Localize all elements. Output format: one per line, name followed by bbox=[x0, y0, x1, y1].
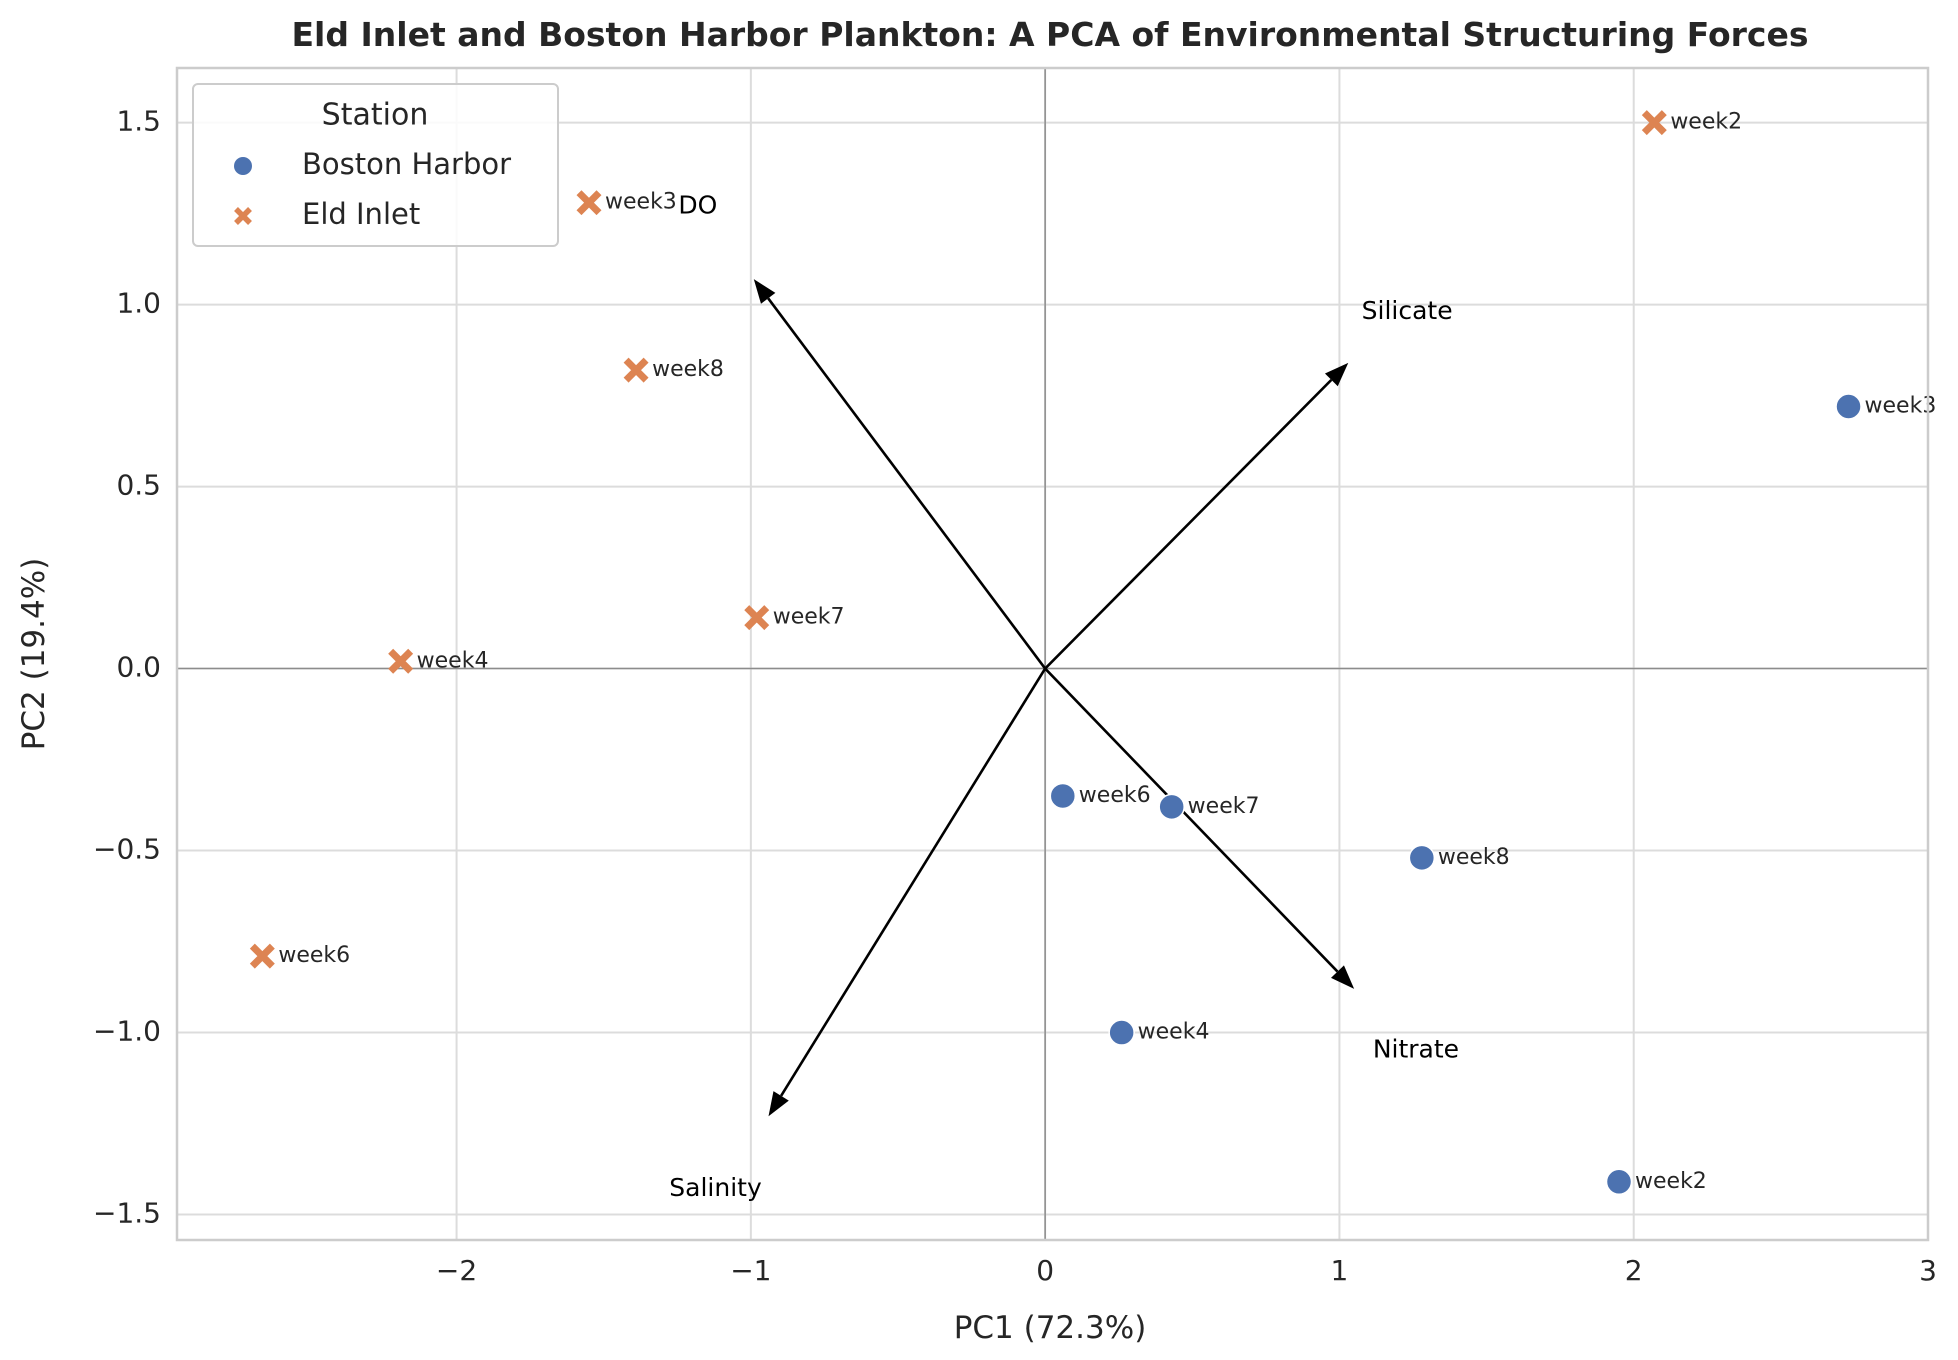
loading-arrow-shaft bbox=[780, 667, 1047, 1097]
point-label: week7 bbox=[1188, 794, 1260, 819]
data-point-circle bbox=[1158, 793, 1185, 821]
y-tick-label: 1.5 bbox=[116, 105, 161, 138]
loading-arrow-head bbox=[1324, 362, 1349, 387]
loading-arrow-head bbox=[1331, 965, 1355, 989]
y-tick-label: 1.0 bbox=[116, 287, 161, 320]
point-label: week3 bbox=[605, 190, 677, 215]
loading-arrow-head bbox=[753, 279, 776, 304]
y-tick-label: −1.5 bbox=[93, 1197, 161, 1230]
point-label: week6 bbox=[278, 943, 350, 968]
point-label: week4 bbox=[1138, 1020, 1210, 1045]
y-tick-label: −1.0 bbox=[93, 1015, 161, 1048]
y-tick-label: 0.5 bbox=[116, 469, 161, 502]
point-label: week8 bbox=[652, 357, 724, 382]
series-eld-inlet: week2 week3 week4 week6 week7 week8 bbox=[249, 110, 1742, 969]
data-point-x bbox=[744, 605, 770, 631]
y-axis-label: PC2 (19.4%) bbox=[16, 558, 52, 751]
loading-arrow-shaft bbox=[1044, 378, 1333, 670]
x-tick-label: 3 bbox=[1919, 1254, 1937, 1287]
x-axis-label: PC1 (72.3%) bbox=[954, 1310, 1147, 1346]
data-point-x bbox=[623, 357, 649, 383]
legend: Station Boston Harbor Eld Inlet bbox=[192, 83, 559, 247]
point-label: week2 bbox=[1670, 110, 1742, 135]
loading-arrow-do: DO bbox=[678, 190, 1047, 670]
data-point-circle bbox=[1835, 393, 1862, 420]
loading-arrow-shaft bbox=[767, 297, 1047, 670]
legend-title: Station bbox=[322, 98, 429, 133]
loading-label: Salinity bbox=[669, 1173, 762, 1202]
legend-marker-x bbox=[234, 207, 252, 225]
legend-box bbox=[192, 83, 559, 247]
loading-label: Silicate bbox=[1362, 296, 1453, 325]
loading-arrow-salinity: Salinity bbox=[669, 667, 1047, 1202]
data-point-circle bbox=[1605, 1168, 1633, 1196]
loading-label: Nitrate bbox=[1373, 1035, 1459, 1064]
plot-frame bbox=[175, 66, 1930, 1242]
y-tick-label: 0.0 bbox=[116, 651, 161, 684]
loading-label: DO bbox=[678, 190, 717, 219]
legend-entry-label: Eld Inlet bbox=[302, 197, 420, 231]
data-point-circle bbox=[1408, 844, 1436, 872]
loading-arrow-shaft bbox=[1044, 667, 1339, 973]
series-boston-harbor: week2 week3 week4 week6 week7 week8 bbox=[1049, 393, 1937, 1196]
data-point-x bbox=[576, 190, 602, 216]
x-tick-label: 2 bbox=[1625, 1254, 1643, 1287]
x-tick-label: −2 bbox=[436, 1254, 477, 1287]
point-label: week8 bbox=[1438, 845, 1510, 870]
x-tick-label: 0 bbox=[1036, 1254, 1054, 1287]
data-point-circle bbox=[1049, 782, 1077, 810]
point-label: week3 bbox=[1865, 393, 1937, 418]
point-label: week4 bbox=[417, 648, 489, 673]
x-tick-label: −1 bbox=[730, 1254, 771, 1287]
x-tick-label: 1 bbox=[1331, 1254, 1349, 1287]
point-label: week7 bbox=[773, 605, 845, 630]
point-label: week2 bbox=[1635, 1169, 1707, 1194]
legend-marker-circle bbox=[234, 157, 252, 175]
loading-arrow-head bbox=[768, 1091, 789, 1117]
legend-entry-label: Boston Harbor bbox=[302, 147, 511, 181]
data-point-circle bbox=[1108, 1019, 1135, 1046]
chart-title: Eld Inlet and Boston Harbor Plankton: A … bbox=[292, 15, 1809, 54]
data-point-x bbox=[1641, 110, 1667, 136]
data-point-x bbox=[249, 943, 275, 969]
data-point-x bbox=[388, 648, 414, 674]
loading-arrow-nitrate: Nitrate bbox=[1044, 667, 1459, 1064]
point-label: week6 bbox=[1079, 783, 1151, 808]
loading-arrow-silicate: Silicate bbox=[1044, 296, 1453, 670]
y-tick-label: −0.5 bbox=[93, 833, 161, 866]
